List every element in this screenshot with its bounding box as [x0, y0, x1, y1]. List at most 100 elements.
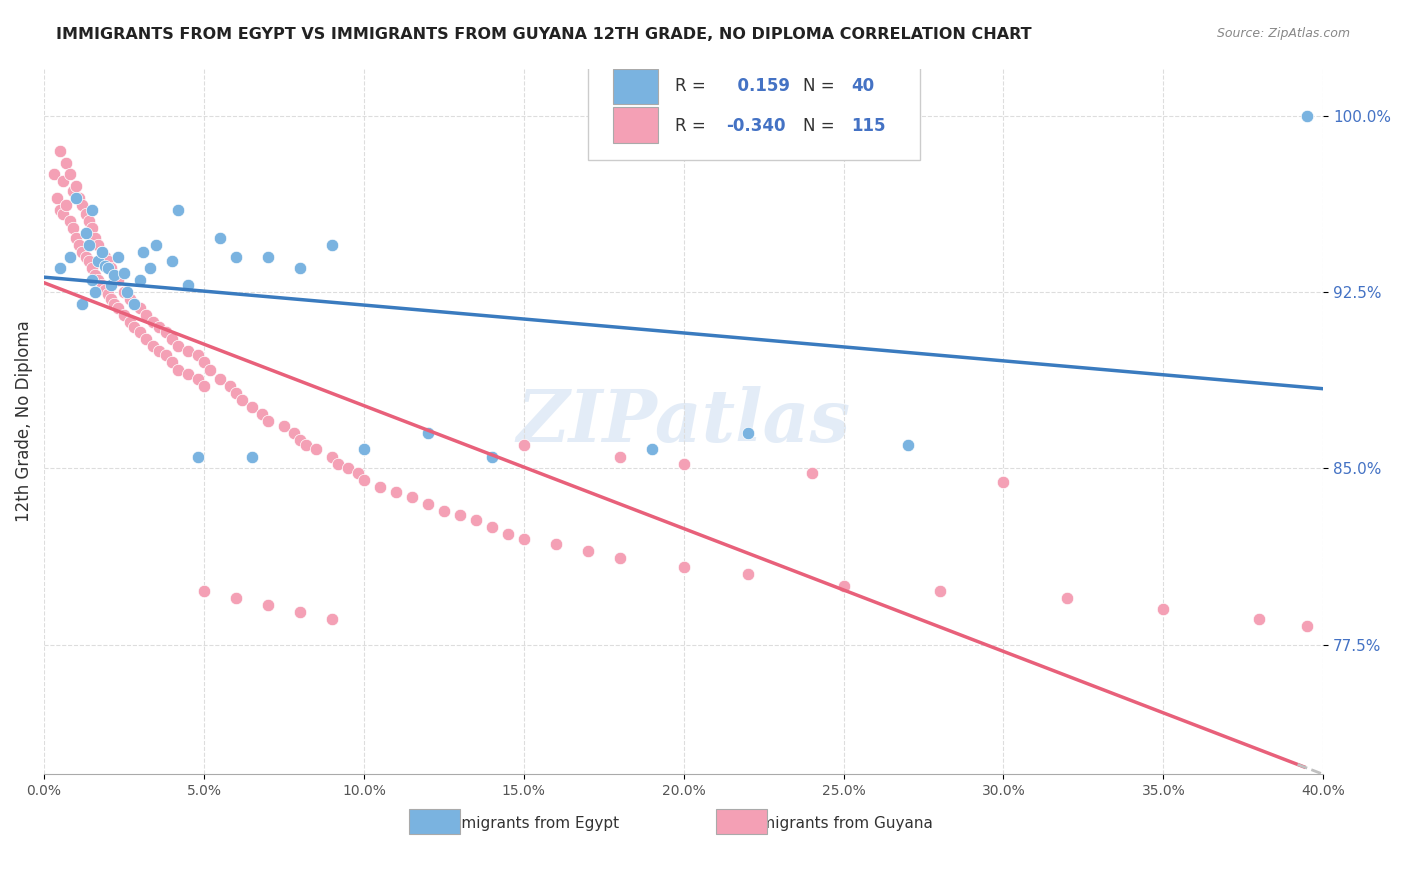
Point: [401, 490, 423, 504]
Point: [576, 543, 599, 558]
Point: [80, 221, 103, 235]
Point: [135, 309, 157, 323]
Point: [513, 532, 536, 546]
Point: [208, 372, 231, 386]
Point: [62, 221, 84, 235]
Point: [148, 343, 170, 358]
Point: [273, 419, 295, 434]
Point: [416, 497, 439, 511]
Point: [225, 591, 247, 605]
Point: [240, 450, 263, 464]
Text: Immigrants from Guyana: Immigrants from Guyana: [741, 816, 934, 831]
Point: [100, 277, 122, 292]
Point: [62, 184, 84, 198]
Point: [90, 277, 112, 292]
Point: [112, 285, 135, 299]
FancyBboxPatch shape: [409, 809, 460, 834]
Point: [75, 250, 97, 264]
Point: [103, 268, 125, 283]
Point: [321, 612, 343, 626]
Point: [544, 536, 567, 550]
Point: [100, 292, 122, 306]
Point: [328, 457, 350, 471]
Point: [336, 461, 359, 475]
Point: [433, 503, 456, 517]
Point: [65, 231, 87, 245]
Point: [129, 301, 152, 316]
Text: -0.340: -0.340: [725, 118, 786, 136]
Point: [65, 191, 87, 205]
Text: Source: ZipAtlas.com: Source: ZipAtlas.com: [1216, 27, 1350, 40]
Point: [80, 273, 103, 287]
Point: [513, 438, 536, 452]
Point: [1056, 591, 1078, 605]
Point: [641, 442, 664, 457]
Point: [112, 309, 135, 323]
Point: [45, 191, 67, 205]
Text: 40: 40: [851, 77, 875, 95]
Point: [464, 513, 486, 527]
Point: [65, 179, 87, 194]
Point: [107, 250, 129, 264]
Point: [295, 438, 318, 452]
Point: [120, 316, 142, 330]
Point: [609, 450, 631, 464]
Point: [353, 442, 375, 457]
Point: [993, 475, 1015, 490]
Point: [1296, 109, 1319, 123]
Point: [208, 231, 231, 245]
Point: [80, 202, 103, 217]
Point: [122, 296, 145, 310]
Point: [52, 207, 75, 221]
Point: [177, 343, 200, 358]
Point: [449, 508, 471, 523]
Point: [77, 238, 100, 252]
FancyBboxPatch shape: [588, 54, 921, 161]
Point: [257, 598, 280, 612]
Point: [928, 583, 950, 598]
Point: [129, 325, 152, 339]
Point: [94, 250, 117, 264]
Point: [103, 268, 125, 283]
Point: [832, 579, 855, 593]
Point: [321, 450, 343, 464]
Point: [155, 325, 177, 339]
Point: [75, 226, 97, 240]
Y-axis label: 12th Grade, No Diploma: 12th Grade, No Diploma: [15, 320, 32, 522]
Point: [90, 244, 112, 259]
Point: [1152, 602, 1174, 616]
Point: [288, 433, 311, 447]
Text: ZIPatlas: ZIPatlas: [516, 385, 851, 457]
Point: [257, 414, 280, 428]
Point: [225, 250, 247, 264]
Point: [77, 214, 100, 228]
Point: [368, 480, 391, 494]
Point: [250, 407, 273, 421]
Point: [103, 296, 125, 310]
Point: [1296, 619, 1319, 633]
Point: [67, 191, 90, 205]
Point: [800, 466, 823, 480]
Point: [67, 238, 90, 252]
FancyBboxPatch shape: [716, 809, 766, 834]
Text: N =: N =: [803, 118, 834, 136]
Point: [218, 379, 240, 393]
Point: [193, 379, 215, 393]
Point: [167, 202, 190, 217]
Point: [672, 457, 695, 471]
Point: [59, 250, 82, 264]
Point: [225, 386, 247, 401]
Point: [193, 583, 215, 598]
Point: [240, 400, 263, 414]
FancyBboxPatch shape: [613, 69, 658, 103]
Point: [353, 473, 375, 487]
Point: [321, 238, 343, 252]
Point: [97, 254, 120, 268]
Point: [155, 348, 177, 362]
Point: [87, 273, 110, 287]
Point: [200, 362, 222, 376]
Point: [84, 285, 107, 299]
Point: [257, 250, 280, 264]
Point: [49, 202, 72, 217]
FancyBboxPatch shape: [613, 107, 658, 143]
